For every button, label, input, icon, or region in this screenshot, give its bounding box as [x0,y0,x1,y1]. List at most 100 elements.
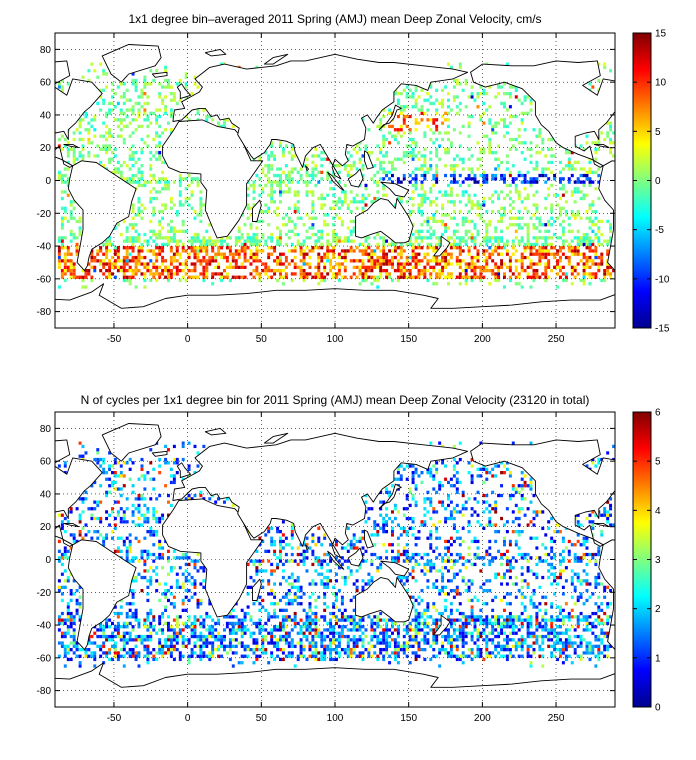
data-cell [332,592,336,596]
data-cell [476,200,480,204]
data-cell [99,625,103,629]
data-cell [488,651,492,655]
data-cell [340,595,344,599]
data-cell [190,628,194,632]
data-cell [343,651,347,655]
data-cell [564,213,568,217]
data-cell [69,275,73,279]
data-cell [476,229,480,233]
data-cell [503,644,506,648]
data-cell [467,654,471,658]
data-cell [470,651,474,655]
data-cell [332,615,336,619]
data-cell [199,625,203,629]
data-cell [526,631,530,635]
data-cell [414,641,418,645]
data-cell [113,246,117,250]
data-cell [299,167,303,171]
data-cell [184,114,188,119]
data-cell [435,210,439,214]
data-cell [467,121,471,125]
data-cell [113,167,117,171]
data-cell [290,147,294,151]
data-cell [541,638,545,642]
data-cell [158,114,162,119]
data-cell [57,239,61,243]
data-cell [202,638,206,642]
data-cell [172,98,176,102]
data-cell [284,592,288,596]
y-tick-label: -40 [37,242,52,253]
data-cell [609,644,613,648]
data-cell [137,196,141,201]
data-cell [470,278,474,283]
data-cell [337,239,341,243]
data-cell [149,111,153,115]
data-cell [152,265,156,269]
data-cell [140,95,144,99]
data-cell [591,229,595,233]
data-cell [361,278,365,283]
data-cell [181,219,185,224]
data-cell [66,183,70,188]
data-cell [155,272,159,276]
data-cell [449,275,453,279]
data-cell [69,634,73,639]
data-cell [564,255,568,260]
data-cell [279,183,282,188]
data-cell [196,638,200,642]
data-cell [63,173,67,178]
data-cell [299,177,303,181]
data-cell [337,631,341,635]
data-cell [588,170,592,174]
data-cell [352,648,356,652]
data-cell [261,269,265,273]
data-cell [240,236,244,240]
data-cell [405,641,409,645]
data-cell [172,92,176,96]
data-cell [603,275,607,279]
data-cell [293,193,297,197]
data-cell [122,638,126,642]
data-cell [396,648,400,652]
data-cell [202,203,206,207]
data-cell [116,631,120,635]
data-cell [131,226,135,230]
data-cell [355,275,359,279]
data-cell [161,611,165,616]
data-cell [420,88,424,92]
data-cell [158,618,162,622]
data-cell [461,160,465,165]
data-cell [452,239,456,243]
data-cell [314,625,318,629]
data-cell [149,180,153,184]
data-cell [311,210,315,214]
data-cell [385,638,389,642]
data-cell [234,252,238,256]
data-cell [63,654,67,658]
data-cell [482,252,486,256]
data-cell [408,621,412,626]
data-cell [90,654,94,658]
data-cell [343,269,347,273]
data-cell [87,141,91,145]
data-cell [435,625,439,629]
data-cell [470,605,474,609]
data-cell [199,638,203,642]
data-cell [125,114,129,119]
data-cell [281,651,285,655]
data-cell [473,615,477,619]
data-cell [420,118,424,122]
data-cell [340,625,344,629]
data-cell [131,648,135,652]
data-cell [508,196,512,201]
data-cell [464,654,468,658]
data-cell [444,262,448,266]
data-cell [267,641,271,645]
data-cell [500,252,504,256]
data-cell [281,628,285,632]
data-cell [547,229,551,233]
data-cell [143,92,147,96]
data-cell [323,265,327,269]
data-cell [491,621,495,626]
